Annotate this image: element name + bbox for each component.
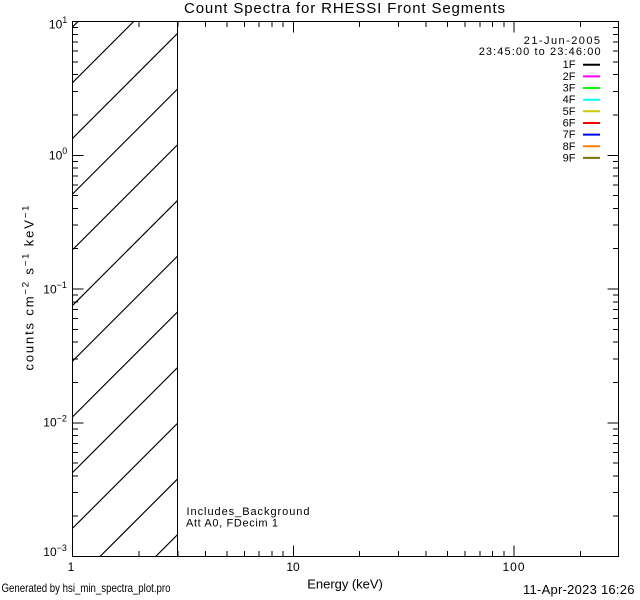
svg-text:counts cm−2 s−1 keV−1: counts cm−2 s−1 keV−1: [21, 204, 37, 371]
svg-text:7F: 7F: [563, 129, 576, 141]
svg-text:Count Spectra for RHESSI Front: Count Spectra for RHESSI Front Segments: [184, 0, 505, 17]
svg-text:Generated by hsi_min_spectra_p: Generated by hsi_min_spectra_plot.pro: [2, 581, 171, 595]
svg-text:6F: 6F: [563, 118, 576, 130]
svg-text:100: 100: [502, 560, 525, 574]
svg-text:100: 100: [49, 146, 67, 162]
svg-text:3F: 3F: [563, 83, 576, 95]
svg-text:1F: 1F: [563, 59, 576, 71]
svg-text:8F: 8F: [563, 141, 576, 153]
svg-text:10−2: 10−2: [43, 413, 67, 429]
svg-text:23:45:00 to 23:46:00: 23:45:00 to 23:46:00: [479, 46, 601, 58]
svg-text:101: 101: [49, 15, 67, 31]
svg-text:11-Apr-2023 16:26: 11-Apr-2023 16:26: [523, 582, 635, 597]
svg-text:10−1: 10−1: [43, 280, 67, 296]
svg-text:Includes_Background: Includes_Background: [187, 506, 310, 518]
svg-text:21-Jun-2005: 21-Jun-2005: [524, 35, 600, 47]
svg-text:2F: 2F: [563, 71, 576, 83]
svg-text:9F: 9F: [563, 152, 576, 164]
svg-text:1: 1: [68, 560, 75, 574]
svg-text:Att A0, FDecim 1: Att A0, FDecim 1: [186, 518, 278, 530]
svg-text:5F: 5F: [563, 106, 576, 118]
svg-text:4F: 4F: [563, 94, 576, 106]
svg-text:10−3: 10−3: [43, 543, 67, 559]
svg-text:Energy (keV): Energy (keV): [307, 577, 383, 592]
svg-text:10: 10: [286, 560, 300, 574]
